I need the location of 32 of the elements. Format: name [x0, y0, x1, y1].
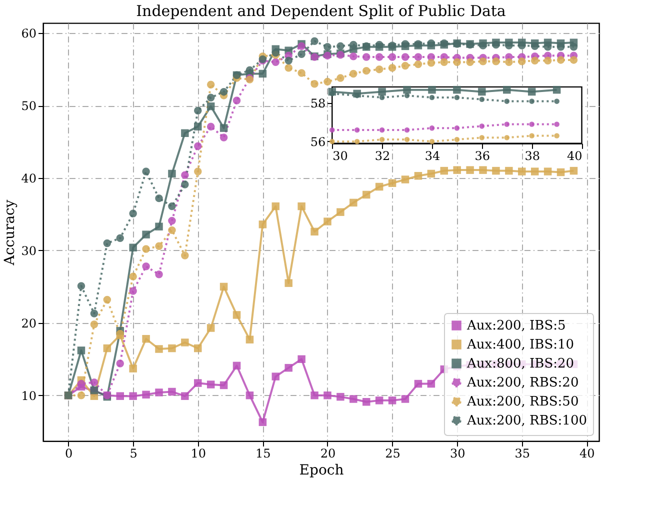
- x-tick-label: 20: [320, 446, 336, 460]
- x-tick-label: 40: [580, 446, 595, 460]
- x-tick-label: 35: [514, 446, 530, 460]
- x-tick-label: 40: [566, 148, 582, 163]
- x-tick-label: 30: [450, 446, 466, 460]
- x-tick-label: 30: [332, 148, 348, 163]
- chart-title: Independent and Dependent Split of Public Data: [136, 2, 506, 20]
- x-tick-label: 25: [385, 446, 400, 460]
- legend-label: Aux:200, RBS:50: [466, 394, 579, 410]
- x-tick-label: 36: [474, 148, 490, 163]
- x-tick-label: 10: [190, 446, 206, 460]
- y-tick-label: 50: [21, 99, 36, 114]
- x-tick-label: 32: [374, 148, 390, 163]
- x-tick-label: 34: [424, 148, 440, 163]
- legend-label: Aux:400, IBS:10: [466, 338, 574, 352]
- legend-label: Aux:200, RBS:20: [466, 376, 579, 390]
- y-tick-label: 40: [21, 172, 36, 186]
- legend-label: Aux:800, IBS:20: [466, 356, 574, 372]
- y-tick-label: 30: [21, 244, 36, 258]
- legend-label: Aux:200, IBS:5: [466, 318, 566, 334]
- y-tick-label: 56: [310, 134, 326, 149]
- x-tick-label: 5: [130, 446, 138, 460]
- y-tick-label: 10: [21, 388, 36, 403]
- legend-label: Aux:200, RBS:100: [466, 414, 587, 428]
- x-tick-label: 0: [64, 446, 73, 460]
- y-axis-title: Accuracy: [2, 200, 18, 266]
- y-tick-label: 60: [21, 26, 36, 41]
- y-tick-label: 58: [310, 96, 326, 111]
- x-axis-title: Epoch: [299, 462, 344, 478]
- x-tick-label: 38: [524, 148, 540, 163]
- y-tick-label: 20: [21, 316, 36, 330]
- x-tick-label: 15: [256, 446, 271, 460]
